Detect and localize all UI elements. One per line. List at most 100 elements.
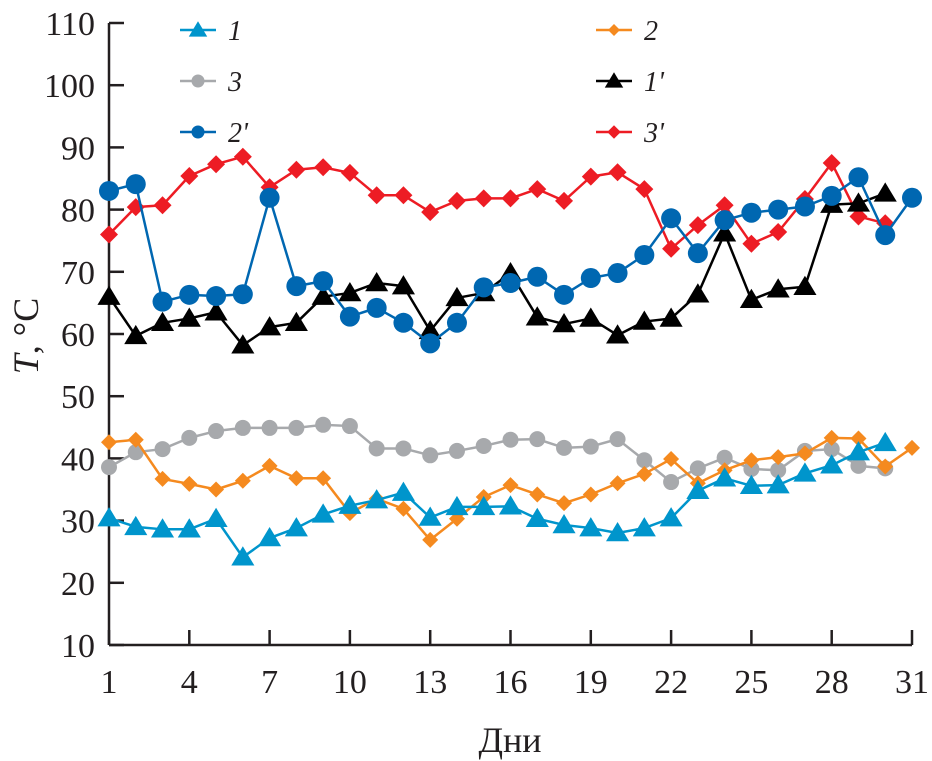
data-point-2-prime <box>152 291 173 312</box>
data-point-1 <box>846 441 871 461</box>
data-point-2-prime <box>902 187 922 208</box>
data-point-3 <box>663 474 680 491</box>
data-point-3-prime <box>394 186 413 205</box>
data-point-1-prime <box>686 283 710 303</box>
y-tick-label: 50 <box>61 379 95 416</box>
data-point-1-prime <box>873 182 897 202</box>
data-point-1-prime <box>525 306 549 326</box>
data-point-1 <box>525 507 549 527</box>
data-point-1 <box>338 494 362 514</box>
data-point-1 <box>97 507 121 527</box>
data-point-3-prime <box>581 167 600 186</box>
series-layer <box>97 147 922 566</box>
data-point-3 <box>234 419 251 436</box>
data-point-2 <box>582 486 599 503</box>
data-point-3-prime <box>635 180 654 199</box>
data-point-3 <box>422 447 439 464</box>
data-point-1-prime <box>579 307 603 327</box>
data-point-3 <box>288 419 305 436</box>
data-point-3 <box>743 460 760 477</box>
data-point-1 <box>659 507 683 527</box>
y-tick-label: 100 <box>44 68 95 105</box>
data-point-1 <box>632 517 656 537</box>
data-point-2-prime <box>286 276 307 297</box>
x-tick-label: 28 <box>815 664 849 701</box>
data-point-1 <box>820 454 844 474</box>
data-point-1 <box>766 474 790 494</box>
data-point-3 <box>181 429 198 446</box>
data-point-2-prime <box>741 202 762 223</box>
data-point-2-prime <box>661 208 682 229</box>
legend: 1 3 2' 2 1' 3' <box>180 16 665 149</box>
legend-item-2: 2 <box>596 16 658 47</box>
data-point-2 <box>796 445 813 462</box>
data-point-2-prime <box>99 180 119 201</box>
data-point-3-prime <box>715 196 734 215</box>
data-point-1-prime <box>338 281 362 302</box>
data-point-2-prime <box>393 312 414 333</box>
data-point-3-prime <box>180 167 199 186</box>
y-tick-label: 60 <box>61 317 95 354</box>
y-ticks: 10 20 30 40 50 60 70 80 90 100 110 <box>44 6 124 665</box>
data-point-2-prime <box>313 271 334 292</box>
data-point-2-prime <box>714 210 735 231</box>
legend-label: 2 <box>644 16 658 47</box>
data-point-3-prime <box>528 180 547 199</box>
legend-marker <box>188 21 208 37</box>
data-point-3-prime <box>608 163 627 182</box>
data-point-3-prime <box>153 196 172 215</box>
data-point-1-prime <box>632 310 656 330</box>
data-point-3 <box>475 437 492 454</box>
series-3 <box>101 416 894 491</box>
legend-item-2-prime: 2' <box>180 118 249 149</box>
data-point-1 <box>204 507 228 527</box>
data-point-3 <box>636 452 653 469</box>
data-point-1-prime <box>846 192 871 212</box>
data-point-2-prime <box>473 277 494 298</box>
data-point-2 <box>208 481 225 498</box>
data-point-2-prime <box>206 286 227 307</box>
y-tick-label: 70 <box>61 255 95 292</box>
x-tick-label: 25 <box>734 664 768 701</box>
legend-label: 1 <box>228 16 242 47</box>
data-point-3 <box>582 438 599 455</box>
legend-label: 3' <box>643 118 665 149</box>
data-point-3-prime <box>742 234 761 253</box>
data-point-3-prime <box>688 216 707 235</box>
legend-marker <box>191 74 205 88</box>
series-line-3 <box>108 423 886 484</box>
data-point-2-prime <box>607 263 628 284</box>
x-tick-label: 19 <box>574 664 608 701</box>
data-point-1-prime <box>284 311 308 332</box>
x-tick-label: 13 <box>413 664 447 701</box>
data-point-1 <box>311 503 335 523</box>
data-point-2 <box>127 431 144 448</box>
data-point-3 <box>341 418 358 435</box>
data-point-2 <box>315 470 332 487</box>
data-point-2 <box>395 500 412 517</box>
data-point-3-prime <box>474 189 493 208</box>
data-point-3 <box>850 457 867 474</box>
data-point-2 <box>556 495 573 512</box>
y-axis-title: T, °C <box>6 298 46 374</box>
data-point-1 <box>552 513 576 534</box>
legend-item-3-prime: 3' <box>596 118 665 149</box>
data-point-1 <box>445 495 469 516</box>
data-point-1 <box>498 495 523 515</box>
data-point-2-prime <box>259 187 280 208</box>
data-point-3-prime <box>314 158 333 177</box>
legend-marker <box>191 125 205 139</box>
data-point-1 <box>739 474 763 495</box>
legend-label: 3 <box>227 67 242 98</box>
data-point-2-prime <box>821 185 842 206</box>
legend-item-1-prime: 1' <box>596 67 665 98</box>
data-point-3 <box>689 460 706 477</box>
data-point-2-prime <box>554 284 575 305</box>
legend-marker <box>608 24 620 36</box>
x-tick-label: 16 <box>494 664 528 701</box>
data-point-1-prime <box>311 285 335 305</box>
data-point-1-prime <box>659 307 683 327</box>
data-point-2-prime <box>366 297 387 318</box>
data-point-3-prime <box>501 189 520 208</box>
data-point-1 <box>793 462 817 482</box>
